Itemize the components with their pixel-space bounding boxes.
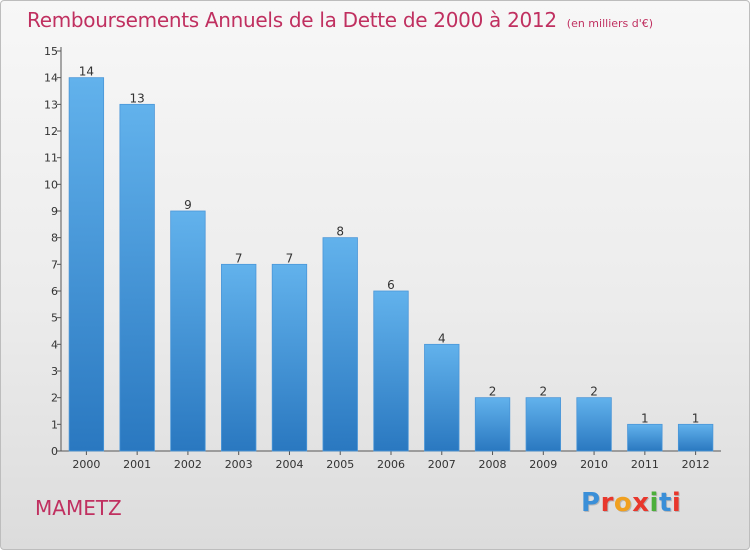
y-tick-label: 14 — [44, 72, 58, 85]
bar-value-label: 9 — [184, 198, 192, 212]
bar-value-label: 2 — [539, 385, 547, 399]
bar-value-label: 2 — [590, 385, 598, 399]
bar-2010 — [576, 397, 612, 452]
x-tick-label: 2007 — [428, 458, 456, 471]
chart-title: Remboursements Annuels de la Dette de 20… — [27, 8, 653, 32]
bar-value-label: 4 — [438, 331, 446, 345]
bar-2004 — [271, 263, 308, 452]
x-tick-label: 2002 — [174, 458, 202, 471]
bar-2000 — [68, 77, 105, 452]
x-tick-label: 2006 — [377, 458, 405, 471]
bar-2002 — [170, 210, 206, 452]
y-tick-label: 8 — [51, 232, 58, 245]
logo-letter: r — [600, 488, 614, 518]
bar-2007 — [424, 343, 460, 452]
logo-letter: P — [581, 488, 601, 518]
x-tick-label: 2012 — [682, 458, 710, 471]
bar-value-label: 7 — [235, 251, 243, 265]
y-tick-label: 2 — [51, 392, 58, 405]
logo-letter: t — [658, 488, 672, 518]
bar-value-label: 13 — [130, 91, 145, 105]
bar-2008 — [474, 397, 511, 452]
chart-title-text: Remboursements Annuels de la Dette de 20… — [27, 8, 557, 32]
x-tick-label: 2001 — [123, 458, 151, 471]
y-tick-label: 11 — [44, 152, 58, 165]
bar-value-label: 8 — [336, 225, 344, 239]
logo-letter: i — [649, 488, 659, 518]
x-tick-label: 2011 — [631, 458, 659, 471]
bar-2001 — [119, 103, 155, 452]
y-tick-label: 5 — [51, 312, 58, 325]
y-tick-label: 0 — [51, 445, 58, 458]
bar-2012 — [677, 423, 714, 452]
proxiti-logo: Proxiti — [581, 488, 681, 518]
x-tick-label: 2003 — [225, 458, 253, 471]
x-tick-label: 2009 — [529, 458, 557, 471]
x-tick-label: 2008 — [479, 458, 507, 471]
y-tick-label: 7 — [51, 258, 58, 271]
commune-name: MAMETZ — [35, 496, 122, 520]
y-tick-label: 3 — [51, 365, 58, 378]
y-tick-label: 1 — [51, 418, 58, 431]
x-tick-label: 2005 — [326, 458, 354, 471]
y-tick-label: 9 — [51, 205, 58, 218]
y-tick-label: 12 — [44, 125, 58, 138]
bar-value-label: 6 — [387, 278, 395, 292]
bar-2003 — [221, 263, 257, 452]
x-tick-label: 2004 — [275, 458, 303, 471]
logo-letter: o — [613, 488, 633, 518]
bar-value-label: 7 — [286, 251, 294, 265]
bar-2011 — [627, 423, 663, 452]
logo-letter: i — [671, 488, 682, 518]
logo-letter: x — [632, 488, 650, 518]
chart-unit: (en milliers d'€) — [566, 17, 654, 30]
bar-value-label: 2 — [489, 385, 497, 399]
bar-value-label: 1 — [641, 411, 649, 425]
bar-2005 — [322, 237, 358, 452]
x-tick-label: 2010 — [580, 458, 608, 471]
bar-value-label: 14 — [79, 65, 94, 79]
y-tick-label: 15 — [44, 45, 58, 58]
bar-2009 — [525, 397, 561, 452]
y-tick-label: 13 — [44, 98, 58, 111]
bars — [68, 77, 714, 452]
y-tick-label: 10 — [44, 178, 58, 191]
y-tick-label: 6 — [51, 285, 58, 298]
bar-value-label: 1 — [692, 411, 700, 425]
bar-labels: 14 13 9 7 7 8 6 4 2 2 2 1 1 — [79, 65, 700, 426]
x-tick-label: 2000 — [72, 458, 100, 471]
y-tick-label: 4 — [51, 338, 58, 351]
bar-2006 — [373, 290, 409, 452]
